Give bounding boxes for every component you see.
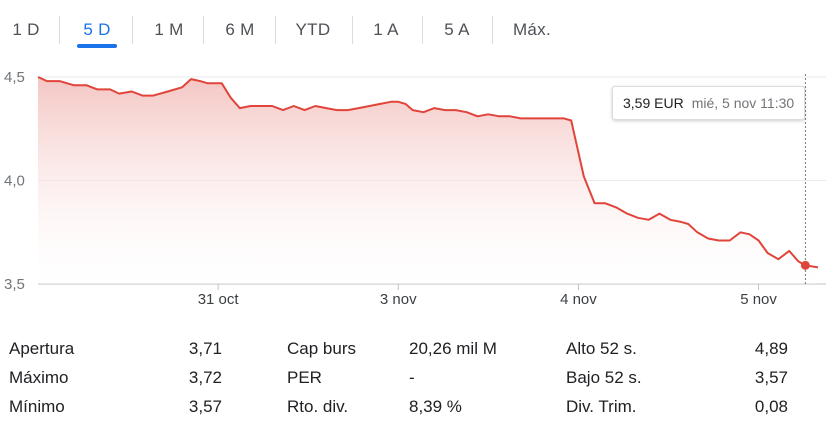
stat-value: 3,57: [754, 368, 788, 387]
stat-label: Máximo: [9, 368, 69, 387]
stat-value: 4,89: [754, 339, 788, 358]
y-tick-label: 4,5: [4, 69, 25, 86]
stat-value: 3,71: [188, 339, 222, 358]
tab-divider: [132, 16, 133, 44]
stat-label: Mínimo: [9, 397, 65, 416]
x-tick-label: 4 nov: [560, 291, 597, 308]
stat-label: Alto 52 s.: [566, 339, 637, 358]
stat-value: 0,08: [754, 397, 788, 416]
price-area-fill: [38, 77, 818, 284]
range-tabs: 1 D 5 D 1 M 6 M YTD 1 A 5 A Máx.: [0, 14, 826, 48]
tooltip-date: mié, 5 nov 11:30: [691, 95, 795, 111]
chart-area: [37, 74, 819, 284]
y-tick-label: 3,5: [4, 276, 25, 293]
stat-label: Bajo 52 s.: [566, 368, 642, 387]
stat-value: 3,72: [188, 368, 222, 387]
tab-6m[interactable]: 6 M: [225, 20, 255, 39]
stat-value: 8,39 %: [409, 397, 462, 416]
tab-1d[interactable]: 1 D: [12, 20, 40, 39]
tab-5a[interactable]: 5 A: [444, 20, 470, 39]
stats-row: Apertura 3,71 Cap burs 20,26 mil M Alto …: [0, 336, 826, 366]
tab-max[interactable]: Máx.: [512, 20, 552, 39]
price-chart[interactable]: 4,5 4,0 3,5 31 oct 3 nov 4 nov 5 nov: [0, 60, 826, 320]
stat-label: Div. Trim.: [566, 397, 637, 416]
stat-value: 20,26 mil M: [409, 339, 497, 358]
x-tick-label: 31 oct: [198, 291, 240, 308]
tab-divider: [492, 16, 493, 44]
tab-divider: [59, 16, 60, 44]
price-tooltip: 3,59 EUR mié, 5 nov 11:30: [612, 86, 806, 120]
tab-divider: [352, 16, 353, 44]
stat-value: -: [409, 368, 415, 387]
tooltip-price: 3,59 EUR: [623, 95, 684, 111]
price-line: [37, 76, 819, 269]
tab-1a[interactable]: 1 A: [373, 20, 399, 39]
y-tick-label: 4,0: [4, 173, 25, 190]
chart-axes: 4,5 4,0 3,5 31 oct 3 nov 4 nov 5 nov: [4, 69, 777, 308]
highlight-point: [800, 260, 810, 270]
tab-divider: [422, 16, 423, 44]
tab-divider: [275, 16, 276, 44]
x-tick-label: 3 nov: [380, 291, 417, 308]
stat-label: Rto. div.: [287, 397, 349, 416]
x-tick-label: 5 nov: [740, 291, 777, 308]
stats-row: Máximo 3,72 PER - Bajo 52 s. 3,57: [0, 365, 826, 395]
stat-label: Apertura: [9, 339, 75, 358]
tab-divider: [203, 16, 204, 44]
stat-label: Cap burs: [287, 339, 356, 358]
stats-row: Mínimo 3,57 Rto. div. 8,39 % Div. Trim. …: [0, 394, 826, 424]
tab-5d[interactable]: 5 D: [75, 14, 119, 48]
stat-value: 3,57: [188, 397, 222, 416]
tab-ytd[interactable]: YTD: [295, 20, 331, 39]
tab-1m[interactable]: 1 M: [154, 20, 184, 39]
stat-label: PER: [287, 368, 322, 387]
